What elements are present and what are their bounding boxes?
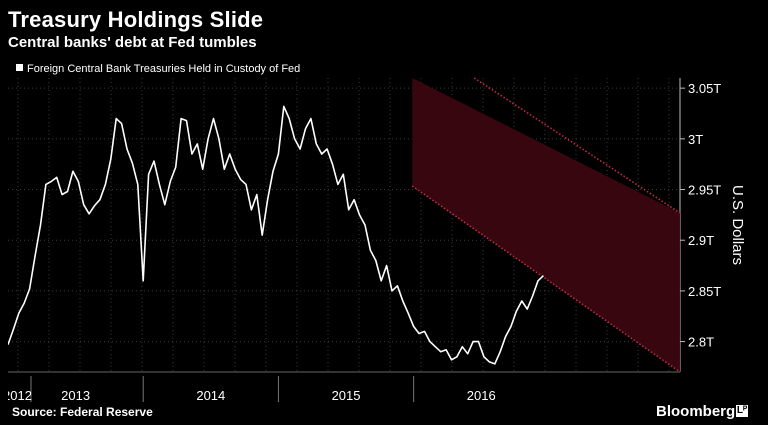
y-tick-label: 2.85T <box>688 284 721 299</box>
x-tick-label: 2014 <box>196 388 225 403</box>
x-tick-label: 2015 <box>332 388 361 403</box>
x-tick-label: 2012 <box>8 388 32 403</box>
line-chart: 2.8T 2.85T 2.9T 2.95T 3T 3.05T U.S. Dollars For… <box>8 63 746 403</box>
y-tick-label: 3T <box>688 132 703 147</box>
y-tick-label: 3.05T <box>688 81 721 96</box>
y-axis-label: U.S. Dollars <box>729 185 746 265</box>
y-tick-label: 2.8T <box>688 335 714 350</box>
legend-swatch <box>16 64 23 71</box>
chart-frame: 2.8T 2.85T 2.9T 2.95T 3T 3.05T U.S. Dollars For… <box>8 58 756 404</box>
legend-label: Foreign Central Bank Treasuries Held in … <box>27 63 300 75</box>
downtrend-channel <box>412 78 680 372</box>
bloomberg-terminal-icon: Lᴾ <box>736 405 748 417</box>
source-note: Source: Federal Reserve <box>12 405 153 419</box>
x-tick-label: 2016 <box>467 388 496 403</box>
channel-upper-border <box>473 77 681 214</box>
bloomberg-logo: Bloomberg <box>656 403 736 420</box>
series-line <box>8 105 544 365</box>
chart-subtitle: Central banks' debt at Fed tumbles <box>8 34 257 51</box>
y-tick-label: 2.9T <box>688 233 714 248</box>
x-tick-label: 2013 <box>61 388 90 403</box>
chart-title: Treasury Holdings Slide <box>8 7 264 32</box>
y-tick-label: 2.95T <box>688 183 721 198</box>
